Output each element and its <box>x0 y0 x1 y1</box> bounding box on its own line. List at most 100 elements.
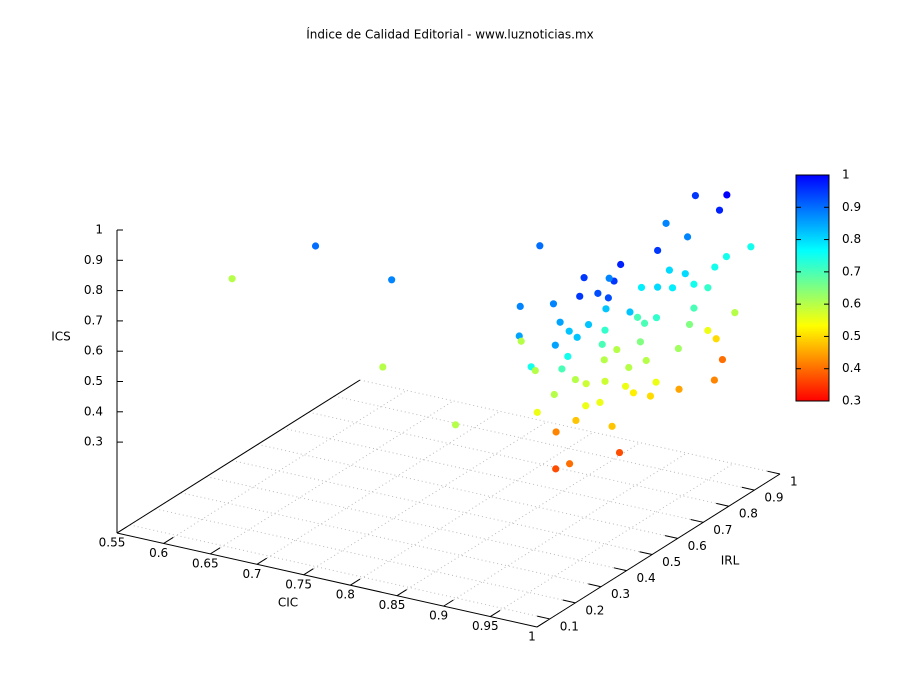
point <box>594 289 602 297</box>
y-tick-label: 0.7 <box>713 523 732 537</box>
y-tick-label: 0.4 <box>637 571 656 585</box>
point <box>690 280 698 288</box>
point <box>576 292 584 300</box>
point <box>564 352 572 361</box>
point <box>665 266 674 274</box>
point <box>580 274 588 282</box>
chart-title: Índice de Calidad Editorial - www.luznot… <box>306 27 594 42</box>
point <box>608 422 616 430</box>
colorbar-tick-label: 0.4 <box>842 361 861 375</box>
x-tick <box>303 568 314 576</box>
x-axis-label: CIC <box>278 596 298 610</box>
y-tick <box>741 486 755 491</box>
point <box>558 365 566 373</box>
z-tick-label: 1 <box>95 223 103 237</box>
y-tick-label: 0.8 <box>739 507 758 521</box>
x-tick <box>163 536 174 544</box>
x-tick-label: 0.75 <box>285 577 312 591</box>
point <box>690 304 698 312</box>
point <box>517 337 525 345</box>
grid-line <box>396 442 641 597</box>
point <box>654 283 662 291</box>
point <box>533 408 541 416</box>
y-tick-label: 0.9 <box>764 491 783 505</box>
y-tick-label: 0.3 <box>611 587 630 601</box>
point <box>602 305 610 313</box>
point <box>582 402 590 410</box>
x-tick <box>396 589 407 597</box>
x-tick-label: 0.65 <box>192 556 219 570</box>
grid-line <box>308 411 729 507</box>
grid-line <box>210 400 454 555</box>
point <box>598 340 606 348</box>
point <box>572 416 580 425</box>
colorbar-tick-label: 0.9 <box>842 200 861 214</box>
point <box>629 389 638 397</box>
point <box>723 191 731 199</box>
point <box>646 392 655 400</box>
point <box>731 309 739 317</box>
colorbar-tick-label: 0.3 <box>842 394 861 408</box>
point <box>596 398 604 406</box>
y-tick <box>639 551 653 556</box>
point <box>552 465 560 473</box>
z-tick-label: 0.5 <box>84 374 103 388</box>
z-tick-label: 0.6 <box>84 344 103 358</box>
point <box>712 335 720 343</box>
point <box>573 333 581 341</box>
point <box>691 191 700 200</box>
point <box>711 263 719 271</box>
x-tick-label: 0.8 <box>336 588 355 602</box>
x-tick <box>256 557 267 565</box>
grid-line <box>283 427 704 523</box>
point <box>228 275 236 283</box>
point <box>531 366 539 375</box>
point <box>601 326 609 334</box>
colorbar <box>795 174 830 402</box>
y-tick-label: 0.5 <box>662 555 681 569</box>
point <box>640 319 649 327</box>
base-edge <box>116 379 361 534</box>
point <box>626 308 634 316</box>
y-tick-label: 0.6 <box>688 539 707 553</box>
y-tick <box>767 470 781 475</box>
x-axis <box>116 532 538 628</box>
point <box>747 243 755 251</box>
point <box>536 242 544 250</box>
point <box>566 460 574 468</box>
point <box>571 375 580 384</box>
colorbar-tick-label: 0.5 <box>842 329 861 343</box>
z-tick-label: 0.3 <box>84 435 103 449</box>
point <box>654 246 662 255</box>
point <box>516 302 524 310</box>
point <box>637 283 646 292</box>
point <box>388 276 396 284</box>
grid-line <box>303 421 547 576</box>
point <box>605 274 613 282</box>
x-tick-label: 0.85 <box>379 598 406 612</box>
point <box>722 252 731 261</box>
y-tick <box>690 519 704 523</box>
point <box>379 363 387 371</box>
point <box>683 233 692 241</box>
point <box>600 356 608 364</box>
y-tick <box>562 599 576 604</box>
y-axis <box>536 473 781 628</box>
point <box>311 242 320 250</box>
grid-line <box>257 443 678 539</box>
point <box>617 260 625 269</box>
z-tick-label: 0.9 <box>84 253 103 267</box>
y-tick-label: 0.2 <box>585 603 604 617</box>
point <box>685 320 694 329</box>
point <box>582 380 590 388</box>
grid-line <box>163 390 407 544</box>
x-tick <box>490 610 501 617</box>
point <box>668 284 677 292</box>
point <box>633 313 642 321</box>
point <box>550 390 558 399</box>
point <box>549 300 558 308</box>
point <box>704 284 712 292</box>
point <box>565 327 573 335</box>
z-tick-label: 0.4 <box>84 404 103 418</box>
